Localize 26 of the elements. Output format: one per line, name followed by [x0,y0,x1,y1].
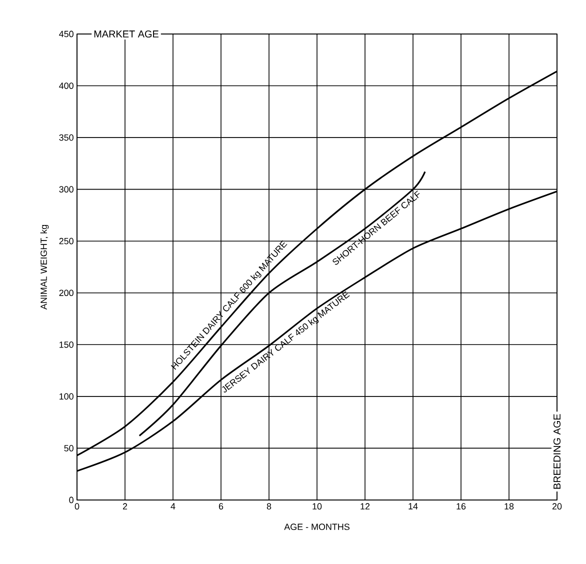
annotation: BREEDING AGE [553,414,561,489]
y-tick-label: 350 [59,134,74,141]
x-tick-label: 10 [312,503,322,510]
x-tick-label: 0 [74,503,80,510]
x-tick-label: 18 [504,503,514,510]
y-tick-label: 50 [64,445,74,452]
y-axis-title: ANIMAL WEIGHT, kg [40,224,49,310]
x-tick-label: 16 [456,503,466,510]
x-axis-title: AGE - MONTHS [284,524,350,530]
annotation: MARKET AGE [94,30,158,38]
y-tick-label: 250 [59,238,74,244]
y-tick-label: 400 [59,82,74,89]
x-tick-label: 2 [122,503,128,510]
y-tick-label: 450 [59,30,74,38]
y-tick-label: 200 [59,290,74,296]
y-tick-label: 100 [60,393,74,400]
x-tick-label: 6 [218,503,224,510]
x-tick-label: 14 [408,503,418,510]
y-tick-label: 0 [69,496,74,504]
x-tick-label: 20 [552,503,562,510]
line-series [138,170,426,437]
y-tick-label: 300 [59,186,74,192]
y-tick-label: 150 [60,341,74,348]
x-tick-label: 4 [170,503,176,510]
x-tick-label: 8 [266,503,272,510]
x-tick-label: 12 [360,503,370,510]
